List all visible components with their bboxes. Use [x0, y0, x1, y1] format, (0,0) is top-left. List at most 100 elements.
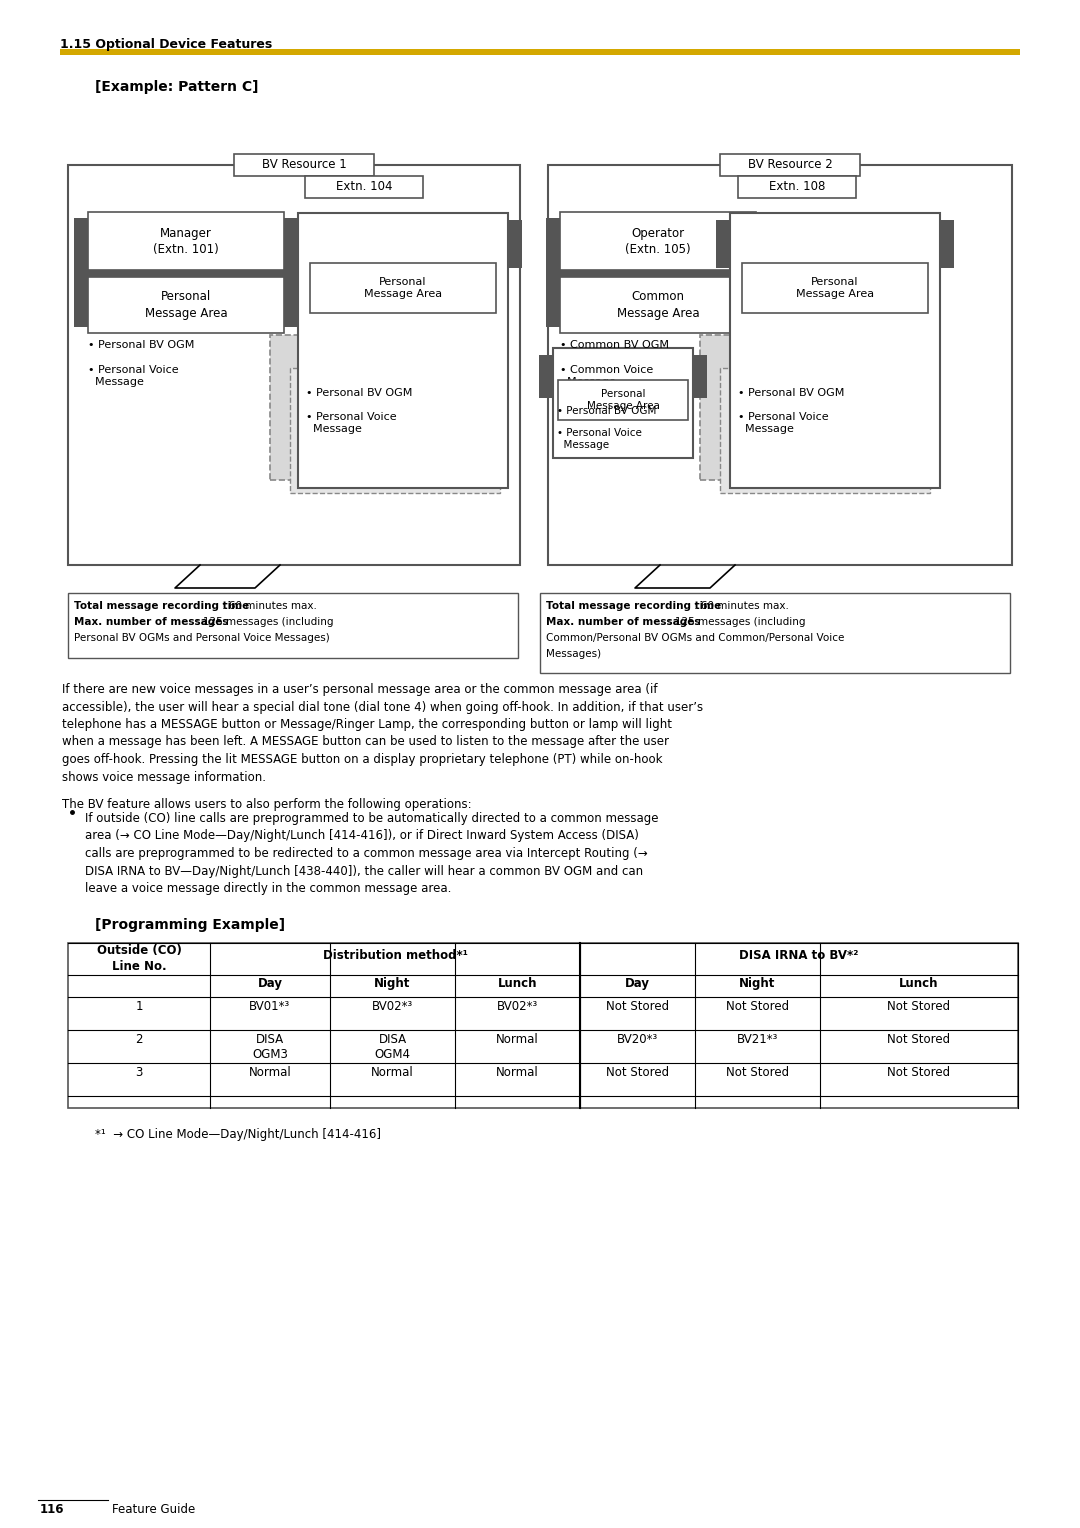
Text: Personal
Message Area: Personal Message Area	[796, 277, 874, 299]
Bar	[548, 165, 1012, 565]
Text: BV01*³: BV01*³	[249, 999, 291, 1013]
Bar	[75, 283, 87, 327]
Bar	[700, 335, 924, 480]
Text: Outside (CO)
Line No.: Outside (CO) Line No.	[96, 944, 181, 973]
Bar	[720, 368, 930, 494]
Text: *¹  → CO Line Mode—Day/Night/Lunch [414-416]: *¹ → CO Line Mode—Day/Night/Lunch [414-4…	[95, 1128, 381, 1141]
Bar	[716, 228, 954, 249]
Text: Not Stored: Not Stored	[606, 1067, 670, 1079]
Text: Not Stored: Not Stored	[888, 999, 950, 1013]
Bar	[234, 154, 374, 176]
Text: Normal: Normal	[496, 1033, 539, 1047]
Text: • Personal BV OGM: • Personal BV OGM	[738, 388, 845, 397]
Text: : 60 minutes max.: : 60 minutes max.	[694, 601, 789, 611]
Text: Total message recording time: Total message recording time	[75, 601, 249, 611]
Text: BV02*³: BV02*³	[497, 999, 538, 1013]
Text: Operator
(Extn. 105): Operator (Extn. 105)	[625, 226, 691, 255]
Text: Normal: Normal	[372, 1067, 414, 1079]
Text: • Common BV OGM: • Common BV OGM	[561, 341, 669, 350]
Text: 116: 116	[40, 1504, 65, 1516]
Bar	[508, 220, 522, 267]
Text: BV Resource 2: BV Resource 2	[747, 159, 833, 171]
Text: Day: Day	[625, 976, 650, 990]
Text: 1.15 Optional Device Features: 1.15 Optional Device Features	[60, 38, 272, 50]
Text: Normal: Normal	[248, 1067, 292, 1079]
Text: Day: Day	[257, 976, 283, 990]
Text: : 60 minutes max.: : 60 minutes max.	[222, 601, 318, 611]
Text: • Personal BV OGM: • Personal BV OGM	[87, 341, 194, 350]
Text: Distribution method*¹: Distribution method*¹	[323, 949, 468, 963]
Text: Lunch: Lunch	[900, 976, 939, 990]
Text: Personal
Message Area: Personal Message Area	[364, 277, 442, 299]
Text: If there are new voice messages in a user’s personal message area or the common : If there are new voice messages in a use…	[62, 683, 703, 784]
Bar	[546, 283, 561, 327]
Text: Lunch: Lunch	[498, 976, 537, 990]
Text: DISA IRNA to BV*²: DISA IRNA to BV*²	[740, 949, 859, 963]
Text: : 125 messages (including: : 125 messages (including	[195, 617, 334, 626]
Bar	[558, 380, 688, 420]
Text: DISA
OGM3: DISA OGM3	[252, 1033, 288, 1060]
Text: BV Resource 1: BV Resource 1	[261, 159, 347, 171]
Bar	[546, 261, 770, 286]
Text: Personal
Message Area: Personal Message Area	[145, 290, 227, 319]
Bar	[284, 220, 298, 267]
Bar	[284, 228, 522, 249]
Bar	[87, 212, 284, 270]
Text: Personal BV OGMs and Personal Voice Messages): Personal BV OGMs and Personal Voice Mess…	[75, 633, 329, 643]
Bar	[539, 359, 707, 380]
Text: Extn. 104: Extn. 104	[336, 180, 392, 194]
Bar	[75, 219, 87, 264]
Bar	[720, 154, 860, 176]
Text: [Example: Pattern C]: [Example: Pattern C]	[95, 79, 258, 95]
Text: Common/Personal BV OGMs and Common/Personal Voice: Common/Personal BV OGMs and Common/Perso…	[546, 633, 845, 643]
Text: Common
Message Area: Common Message Area	[617, 290, 700, 319]
Bar	[284, 219, 298, 264]
Bar	[756, 283, 770, 327]
Text: Manager
(Extn. 101): Manager (Extn. 101)	[153, 226, 219, 255]
Text: 3: 3	[135, 1067, 143, 1079]
Text: Not Stored: Not Stored	[726, 1067, 789, 1079]
Bar	[68, 165, 519, 565]
Bar	[68, 593, 518, 659]
Bar	[305, 176, 423, 199]
Text: 2: 2	[135, 1033, 143, 1047]
Bar	[742, 263, 928, 313]
Bar	[540, 593, 1010, 672]
Text: Max. number of messages: Max. number of messages	[75, 617, 229, 626]
Text: : 125 messages (including: : 125 messages (including	[667, 617, 806, 626]
Text: Night: Night	[375, 976, 410, 990]
Bar	[310, 263, 496, 313]
Bar	[756, 219, 770, 264]
Bar	[291, 368, 500, 494]
Text: Total message recording time: Total message recording time	[546, 601, 721, 611]
Text: • Personal Voice
  Message: • Personal Voice Message	[557, 428, 642, 451]
Text: Not Stored: Not Stored	[888, 1067, 950, 1079]
Text: Not Stored: Not Stored	[606, 999, 670, 1013]
Text: Not Stored: Not Stored	[888, 1033, 950, 1047]
Bar	[561, 212, 756, 270]
Bar	[693, 354, 707, 397]
Text: Personal
Message Area: Personal Message Area	[586, 388, 660, 411]
Text: The BV feature allows users to also perform the following operations:: The BV feature allows users to also perf…	[62, 798, 472, 811]
Text: Feature Guide: Feature Guide	[112, 1504, 195, 1516]
Text: Not Stored: Not Stored	[726, 999, 789, 1013]
Text: [Programming Example]: [Programming Example]	[95, 918, 285, 932]
Bar	[716, 220, 730, 267]
Bar	[546, 219, 561, 264]
Bar	[553, 348, 693, 458]
Text: Messages): Messages)	[546, 649, 602, 659]
Text: • Personal BV OGM: • Personal BV OGM	[306, 388, 413, 397]
Bar	[270, 335, 495, 480]
Text: • Personal Voice
  Message: • Personal Voice Message	[738, 413, 828, 434]
Bar	[539, 354, 553, 397]
Text: • Personal BV OGM: • Personal BV OGM	[557, 406, 657, 416]
Text: If outside (CO) line calls are preprogrammed to be automatically directed to a c: If outside (CO) line calls are preprogra…	[85, 811, 659, 895]
Bar	[940, 220, 954, 267]
Bar	[284, 283, 298, 327]
Text: 1: 1	[135, 999, 143, 1013]
Bar	[738, 176, 856, 199]
Text: DISA
OGM4: DISA OGM4	[375, 1033, 410, 1060]
Text: • Personal Voice
  Message: • Personal Voice Message	[87, 365, 178, 388]
Bar	[68, 943, 1018, 1108]
Text: BV02*³: BV02*³	[372, 999, 414, 1013]
